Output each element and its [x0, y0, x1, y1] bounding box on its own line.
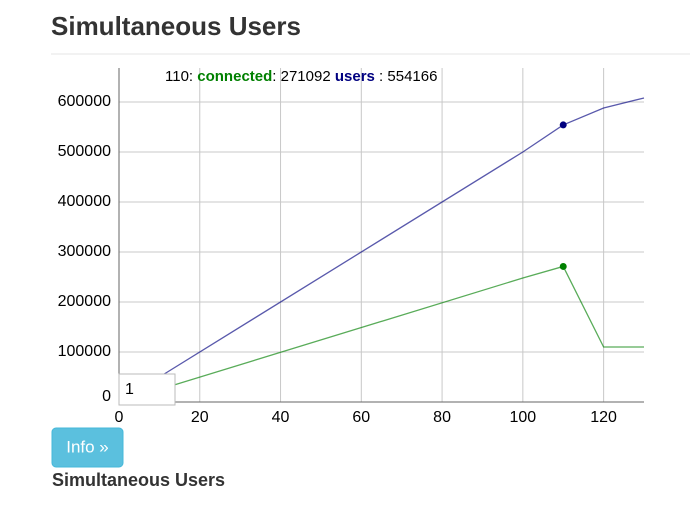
chart: 0 100000 200000 300000 400000 500000 600000 0 20… — [58, 68, 645, 426]
x-tick-label: 0 — [115, 409, 124, 426]
legend-value: 554166 — [387, 68, 437, 85]
y-tick-label: 100000 — [58, 343, 111, 360]
button-bg[interactable] — [51, 427, 124, 468]
legend-sep: : — [272, 68, 280, 85]
legend: 110: connected: 271092 users : 554166 — [165, 68, 437, 85]
y-tick-label: 500000 — [58, 143, 111, 160]
button-label[interactable]: Info » — [66, 437, 109, 456]
highlight-point — [559, 121, 567, 129]
legend-value: 271092 — [281, 68, 331, 85]
x-tick-label: 80 — [433, 409, 451, 426]
roller-input[interactable]: 1 — [118, 373, 176, 406]
legend-sep: : — [375, 68, 388, 85]
legend-sep: : — [189, 68, 197, 85]
page-title: Simultaneous Users — [51, 11, 301, 41]
legend-name: connected — [197, 68, 272, 85]
highlight-point — [559, 262, 567, 270]
x-tick-label: 20 — [191, 409, 209, 426]
y-tick-label: 200000 — [58, 293, 111, 310]
legend-x: 110 — [165, 68, 189, 85]
roller-box[interactable] — [118, 373, 176, 406]
roller-value[interactable]: 1 — [125, 381, 134, 398]
y-tick-label: 0 — [102, 388, 111, 405]
y-tick-label: 300000 — [58, 243, 111, 260]
section-title: Simultaneous Users — [52, 470, 225, 490]
x-tick-label: 120 — [590, 409, 617, 426]
x-tick-label: 60 — [352, 409, 370, 426]
legend-name: users — [335, 68, 375, 85]
x-tick-label: 100 — [509, 409, 536, 426]
y-tick-label: 600000 — [58, 93, 111, 110]
x-tick-label: 40 — [272, 409, 290, 426]
y-tick-label: 400000 — [58, 193, 111, 210]
info-button[interactable]: Info » — [51, 427, 124, 468]
